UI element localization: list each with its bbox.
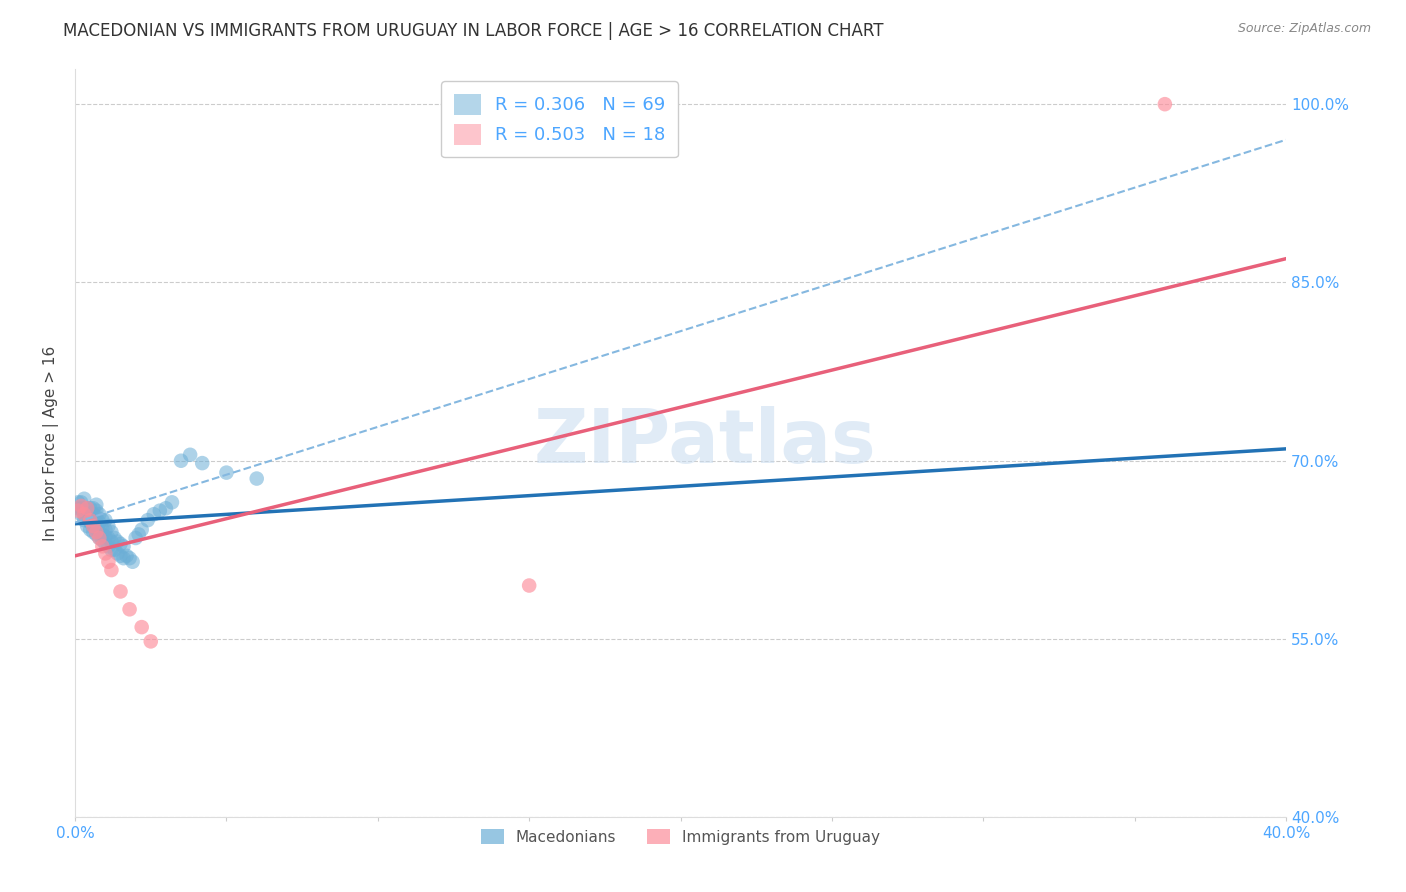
Point xyxy=(67,501,90,516)
Point xyxy=(82,519,104,533)
Point xyxy=(70,501,93,516)
Point xyxy=(97,539,120,553)
Point xyxy=(76,501,98,516)
Point xyxy=(79,513,101,527)
Point xyxy=(73,491,96,506)
Y-axis label: In Labor Force | Age > 16: In Labor Force | Age > 16 xyxy=(44,345,59,541)
Point xyxy=(94,537,117,551)
Point xyxy=(110,537,132,551)
Point xyxy=(91,513,114,527)
Point xyxy=(89,507,111,521)
Point xyxy=(79,501,101,516)
Point xyxy=(112,539,135,553)
Point xyxy=(79,523,101,537)
Point xyxy=(76,501,98,516)
Point xyxy=(84,498,107,512)
Point xyxy=(100,524,122,539)
Point xyxy=(91,521,114,535)
Point xyxy=(84,503,107,517)
Point xyxy=(100,542,122,557)
Point xyxy=(179,448,201,462)
Point xyxy=(89,531,111,545)
Point xyxy=(94,546,117,560)
Point xyxy=(112,551,135,566)
Point xyxy=(79,516,101,530)
Point xyxy=(94,523,117,537)
Point xyxy=(191,456,214,470)
Point xyxy=(118,602,141,616)
Point xyxy=(124,531,146,545)
Point xyxy=(84,521,107,535)
Point xyxy=(139,634,162,648)
Point xyxy=(91,533,114,548)
Point xyxy=(91,527,114,541)
Point xyxy=(82,513,104,527)
Point xyxy=(100,534,122,549)
Point xyxy=(107,546,129,560)
Point xyxy=(82,519,104,533)
Point xyxy=(97,555,120,569)
Point xyxy=(76,519,98,533)
Point xyxy=(155,501,177,516)
Point xyxy=(94,513,117,527)
Point xyxy=(517,578,540,592)
Point xyxy=(121,555,143,569)
Point xyxy=(76,510,98,524)
Point xyxy=(70,507,93,521)
Point xyxy=(142,507,165,521)
Point xyxy=(73,507,96,521)
Point xyxy=(84,527,107,541)
Text: ZIPatlas: ZIPatlas xyxy=(533,407,876,479)
Point xyxy=(103,542,125,557)
Point xyxy=(84,516,107,530)
Point xyxy=(89,531,111,545)
Text: Source: ZipAtlas.com: Source: ZipAtlas.com xyxy=(1237,22,1371,36)
Point xyxy=(160,495,183,509)
Point xyxy=(67,495,90,509)
Point xyxy=(131,620,153,634)
Point xyxy=(82,507,104,521)
Point xyxy=(82,501,104,516)
Point xyxy=(82,524,104,539)
Point xyxy=(110,549,132,563)
Point xyxy=(110,584,132,599)
Point xyxy=(215,466,238,480)
Point xyxy=(170,454,193,468)
Point xyxy=(73,507,96,521)
Point xyxy=(73,513,96,527)
Text: MACEDONIAN VS IMMIGRANTS FROM URUGUAY IN LABOR FORCE | AGE > 16 CORRELATION CHAR: MACEDONIAN VS IMMIGRANTS FROM URUGUAY IN… xyxy=(63,22,884,40)
Point xyxy=(70,499,93,513)
Point xyxy=(84,509,107,524)
Point xyxy=(97,531,120,545)
Point xyxy=(118,551,141,566)
Point xyxy=(73,503,96,517)
Point xyxy=(79,507,101,521)
Point xyxy=(70,495,93,509)
Point xyxy=(84,524,107,539)
Point xyxy=(115,549,138,563)
Point xyxy=(1154,97,1177,112)
Point xyxy=(103,531,125,545)
Point xyxy=(100,563,122,577)
Point xyxy=(246,472,269,486)
Point xyxy=(89,524,111,539)
Legend: R = 0.306   N = 69, R = 0.503   N = 18: R = 0.306 N = 69, R = 0.503 N = 18 xyxy=(441,81,678,157)
Point xyxy=(97,519,120,533)
Point xyxy=(128,527,150,541)
Point xyxy=(91,539,114,553)
Point xyxy=(107,534,129,549)
Point xyxy=(67,503,90,517)
Point xyxy=(136,513,159,527)
Point xyxy=(94,530,117,544)
Point xyxy=(89,516,111,530)
Point xyxy=(149,503,172,517)
Point xyxy=(131,523,153,537)
